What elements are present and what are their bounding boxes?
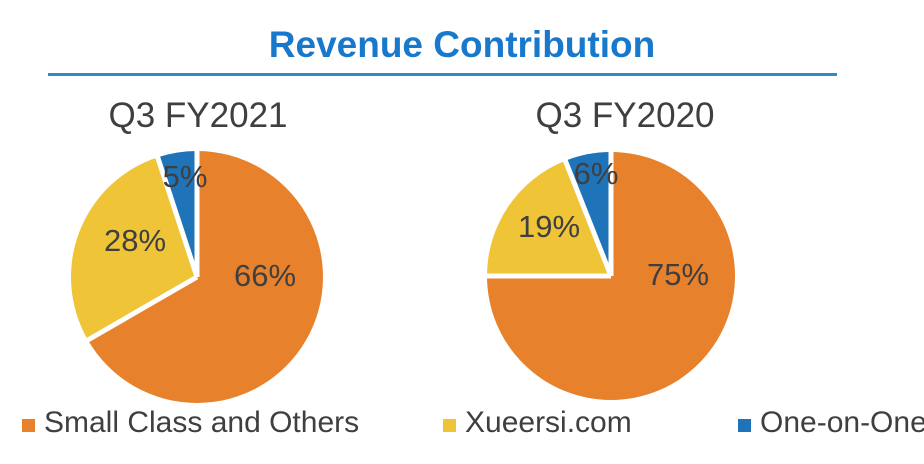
pie-value-label: 6% (574, 156, 619, 191)
title-divider (48, 73, 837, 76)
pie-slice-small-class-and-others (87, 151, 323, 403)
pie-value-label: 19% (518, 209, 580, 244)
legend-swatch-one-on-one (738, 418, 751, 432)
pie-slice-separator (85, 274, 199, 343)
pie-title-q3-fy2021: Q3 FY2021 (108, 96, 288, 135)
pie-value-label: 5% (163, 159, 208, 194)
pie-value-label: 75% (647, 257, 709, 292)
legend-label: Xueersi.com (465, 406, 632, 439)
pie-value-label: 66% (234, 258, 296, 293)
pie-value-label: 28% (104, 223, 166, 258)
legend-item-one-on-one: One-on-One (738, 406, 924, 440)
legend-item-xueersi-com: Xueersi.com (443, 406, 632, 440)
legend-item-small-class-and-others: Small Class and Others (22, 406, 359, 440)
legend-swatch-small-class-and-others (22, 418, 35, 432)
pie-title-q3-fy2020: Q3 FY2020 (535, 96, 715, 135)
legend-label: Small Class and Others (44, 406, 360, 439)
pie-slice-separator (154, 155, 200, 278)
pie-slice-xueersi-com (487, 160, 611, 276)
legend-label: One-on-One (760, 406, 924, 439)
page-title: Revenue Contribution (268, 24, 656, 65)
pie-slice-separator (562, 158, 614, 277)
legend-swatch-xueersi-com (443, 418, 456, 432)
